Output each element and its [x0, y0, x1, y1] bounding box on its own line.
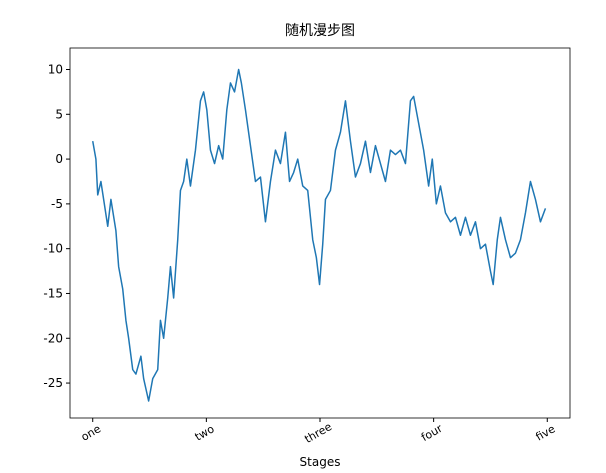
- x-axis-label: Stages: [300, 455, 341, 469]
- y-tick-label: -20: [43, 331, 63, 345]
- y-tick-label: -5: [51, 197, 63, 211]
- y-tick-label: -15: [43, 286, 63, 300]
- y-tick-label: 5: [55, 107, 63, 121]
- y-tick-label: 10: [48, 63, 63, 77]
- y-tick-label: 0: [55, 152, 63, 166]
- chart-title: 随机漫步图: [285, 23, 355, 39]
- y-tick-label: -10: [43, 242, 63, 256]
- y-tick-label: -25: [43, 376, 63, 390]
- line-series: [91, 68, 547, 402]
